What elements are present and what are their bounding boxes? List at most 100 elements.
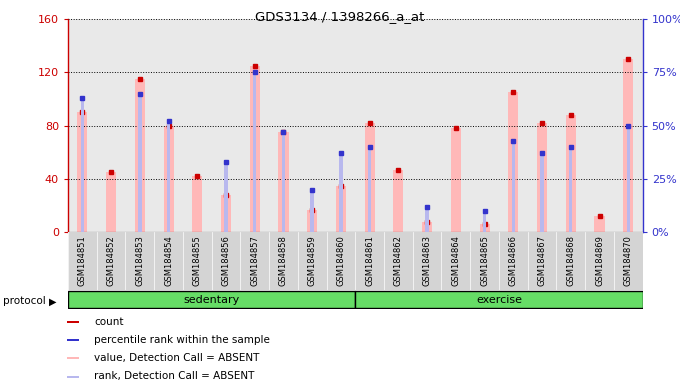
Bar	[282, 132, 285, 232]
Bar	[67, 376, 79, 378]
Text: GSM184864: GSM184864	[452, 235, 460, 286]
Bar	[68, 232, 97, 290]
Bar	[67, 358, 79, 359]
Text: GSM184857: GSM184857	[250, 235, 259, 286]
Bar	[135, 79, 145, 232]
Text: rank, Detection Call = ABSENT: rank, Detection Call = ABSENT	[94, 371, 254, 381]
Bar	[298, 232, 326, 290]
Bar	[537, 123, 547, 232]
Bar	[511, 141, 515, 232]
Text: GSM184860: GSM184860	[337, 235, 345, 286]
Bar	[241, 232, 269, 290]
Bar	[336, 186, 346, 232]
Text: protocol: protocol	[3, 296, 46, 306]
Bar	[221, 195, 231, 232]
Text: percentile rank within the sample: percentile rank within the sample	[94, 335, 270, 345]
Bar	[413, 19, 441, 232]
Bar	[253, 73, 256, 232]
Text: GSM184868: GSM184868	[566, 235, 575, 286]
Bar	[422, 222, 432, 232]
Bar	[356, 232, 384, 290]
Bar	[356, 19, 384, 232]
Bar	[67, 321, 79, 323]
Bar	[192, 176, 203, 232]
Bar	[97, 19, 126, 232]
Text: GSM184866: GSM184866	[509, 235, 517, 286]
Bar	[183, 19, 211, 232]
Bar	[154, 232, 183, 290]
Text: GSM184869: GSM184869	[595, 235, 604, 286]
Bar	[368, 147, 371, 232]
Bar	[499, 232, 528, 290]
Bar	[556, 19, 585, 232]
Text: GSM184853: GSM184853	[135, 235, 144, 286]
Text: ▶: ▶	[49, 296, 56, 306]
Text: GSM184867: GSM184867	[538, 235, 547, 286]
Bar	[138, 94, 141, 232]
Text: GSM184852: GSM184852	[107, 235, 116, 286]
Text: GSM184863: GSM184863	[423, 235, 432, 286]
Bar	[68, 232, 643, 290]
Bar	[623, 59, 633, 232]
Bar	[125, 232, 154, 290]
Bar	[541, 154, 544, 232]
Bar	[614, 19, 643, 232]
Bar	[278, 132, 288, 232]
Text: sedentary: sedentary	[184, 295, 240, 305]
Text: GSM184855: GSM184855	[193, 235, 202, 286]
Text: GSM184862: GSM184862	[394, 235, 403, 286]
Text: GSM184858: GSM184858	[279, 235, 288, 286]
Text: GSM184861: GSM184861	[365, 235, 374, 286]
Bar	[528, 232, 556, 290]
Bar	[471, 232, 499, 290]
Bar	[154, 19, 183, 232]
Bar	[479, 224, 490, 232]
Bar	[163, 126, 173, 232]
Bar	[364, 123, 375, 232]
Bar	[508, 93, 518, 232]
Bar	[241, 19, 269, 232]
Bar	[614, 232, 643, 290]
Text: count: count	[94, 317, 124, 327]
Bar	[97, 232, 126, 290]
Bar	[211, 19, 241, 232]
Bar	[183, 232, 211, 290]
Bar	[413, 232, 441, 290]
Bar	[483, 211, 486, 232]
Bar	[311, 190, 314, 232]
Bar	[211, 232, 241, 290]
Text: value, Detection Call = ABSENT: value, Detection Call = ABSENT	[94, 353, 260, 363]
Bar	[298, 19, 326, 232]
Bar	[384, 232, 413, 290]
Bar	[339, 154, 343, 232]
Bar	[384, 19, 413, 232]
Text: GSM184854: GSM184854	[164, 235, 173, 286]
Bar	[556, 232, 585, 290]
Text: GSM184856: GSM184856	[222, 235, 231, 286]
Bar	[585, 232, 614, 290]
Text: GSM184870: GSM184870	[624, 235, 632, 286]
Bar	[224, 162, 228, 232]
Bar	[626, 126, 630, 232]
Bar	[269, 232, 298, 290]
Bar	[441, 232, 471, 290]
Bar	[594, 216, 605, 232]
Bar	[167, 121, 170, 232]
Bar	[441, 19, 471, 232]
Bar	[125, 19, 154, 232]
Bar	[585, 19, 614, 232]
Bar	[356, 291, 643, 308]
Text: GSM184851: GSM184851	[78, 235, 87, 286]
Text: GSM184865: GSM184865	[480, 235, 489, 286]
Bar	[326, 232, 356, 290]
Bar	[569, 147, 573, 232]
Bar	[106, 172, 116, 232]
Bar	[566, 115, 576, 232]
Text: exercise: exercise	[476, 295, 522, 305]
Bar	[78, 113, 88, 232]
Bar	[471, 19, 499, 232]
Bar	[451, 128, 461, 232]
Bar	[393, 170, 403, 232]
Bar	[81, 98, 84, 232]
Bar	[499, 19, 528, 232]
